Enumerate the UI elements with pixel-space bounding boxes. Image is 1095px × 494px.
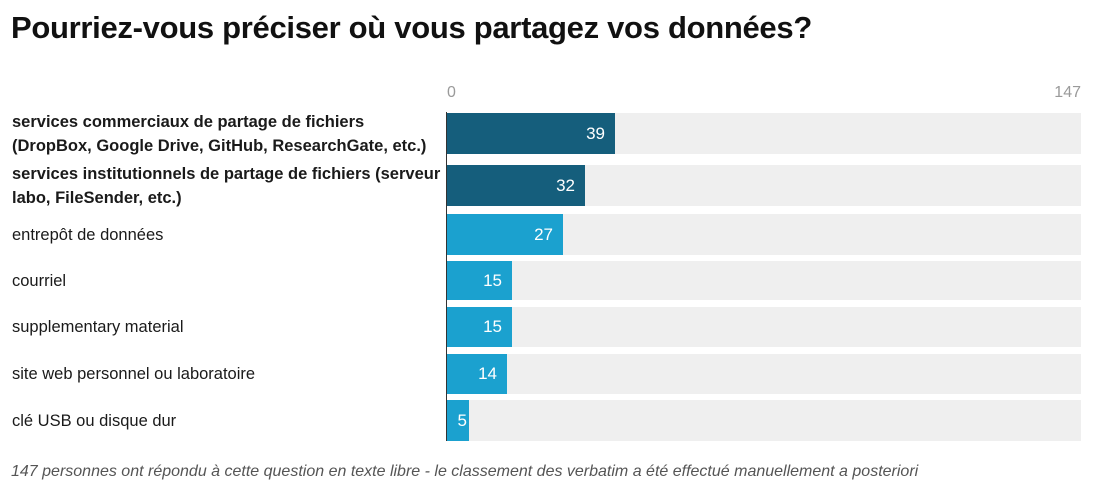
bar-track [447, 307, 1081, 347]
category-label: supplementary material [12, 318, 184, 336]
bar: 15 [447, 261, 512, 300]
bar-value-label: 32 [556, 175, 575, 195]
bar-track [447, 354, 1081, 394]
bar: 5 [447, 400, 469, 441]
bar: 39 [447, 113, 615, 154]
chart-title: Pourriez-vous préciser où vous partagez … [11, 10, 812, 45]
y-axis-line [446, 112, 447, 441]
category-label: clé USB ou disque dur [12, 411, 177, 430]
category-label: courriel [12, 271, 67, 290]
bar-track [447, 261, 1081, 300]
bar-value-label: 15 [483, 270, 502, 290]
category-label: services institutionnels de partage de f… [12, 164, 441, 207]
bar-value-label: 14 [478, 364, 497, 383]
bar-value-label: 39 [586, 123, 605, 143]
axis-tick-max: 147 [1054, 84, 1081, 101]
category-label: site web personnel ou laboratoire [12, 365, 256, 383]
bar: 32 [447, 165, 585, 206]
axis-tick-min: 0 [447, 84, 456, 101]
bar-value-label: 15 [483, 317, 502, 336]
bar: 14 [447, 354, 507, 394]
category-label: services commerciaux de partage de fichi… [12, 112, 427, 155]
bar: 15 [447, 307, 512, 347]
bar: 27 [447, 214, 563, 255]
footnote: 147 personnes ont répondu à cette questi… [11, 463, 919, 480]
bar-value-label: 5 [457, 410, 467, 430]
bar-track [447, 400, 1081, 441]
bar-value-label: 27 [534, 224, 553, 244]
category-label: entrepôt de données [12, 225, 164, 244]
